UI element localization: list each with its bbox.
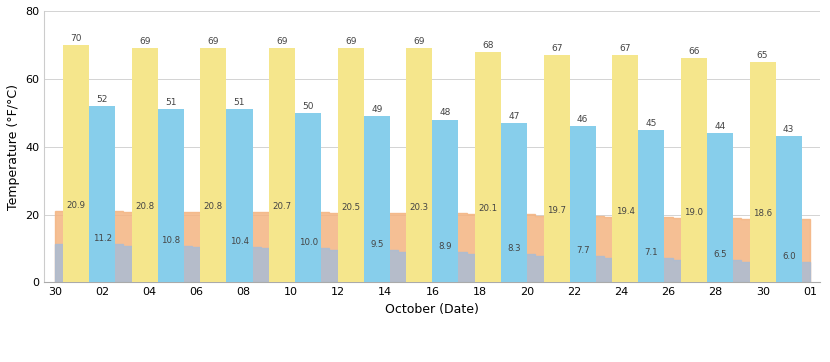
Bar [569,126,596,282]
Text: 20.8: 20.8 [204,202,223,211]
Polygon shape [55,211,810,282]
Text: 43: 43 [783,126,794,134]
Text: 20.7: 20.7 [272,202,291,211]
Text: 69: 69 [139,37,150,46]
Text: 69: 69 [345,37,356,46]
Text: 52: 52 [96,95,108,104]
Bar [132,48,158,282]
Text: 47: 47 [509,112,520,121]
Text: 18.6: 18.6 [753,209,772,218]
Y-axis label: Temperature (°F/°C): Temperature (°F/°C) [7,84,20,210]
Text: 44: 44 [715,122,725,131]
Text: 19.7: 19.7 [547,206,566,215]
Text: 19.4: 19.4 [616,207,635,215]
Text: 69: 69 [413,37,425,46]
Bar [63,45,89,282]
X-axis label: October (Date): October (Date) [385,303,480,316]
Text: 20.5: 20.5 [341,203,360,212]
Bar [544,55,569,282]
Bar [295,113,321,282]
Bar [432,119,458,282]
Text: 51: 51 [165,98,177,107]
Text: 19.0: 19.0 [685,208,704,217]
Text: 10.0: 10.0 [299,239,318,247]
Text: 70: 70 [71,34,82,43]
Text: 9.5: 9.5 [370,240,383,249]
Bar [776,136,802,282]
Bar [501,123,527,282]
Text: 51: 51 [234,98,245,107]
Bar [227,109,252,282]
Text: 66: 66 [688,47,700,56]
Text: 20.9: 20.9 [66,201,85,210]
Text: 50: 50 [302,102,314,111]
Text: 7.7: 7.7 [576,246,589,255]
Bar [158,109,184,282]
Text: 67: 67 [551,44,563,53]
Bar [364,116,390,282]
Text: 11.2: 11.2 [93,234,112,243]
Bar [707,133,733,282]
Text: 69: 69 [276,37,288,46]
Text: 69: 69 [208,37,219,46]
Text: 48: 48 [440,109,452,118]
Text: 46: 46 [577,115,588,124]
Bar [749,62,776,282]
Text: 45: 45 [646,119,657,128]
Text: 8.9: 8.9 [439,242,452,251]
Text: 10.4: 10.4 [230,237,249,246]
Text: 20.1: 20.1 [478,204,497,213]
Text: 10.8: 10.8 [161,236,180,245]
Bar [200,48,227,282]
Text: 20.8: 20.8 [135,202,154,211]
Bar [338,48,364,282]
Text: 8.3: 8.3 [507,244,521,253]
Bar [681,58,707,282]
Text: 67: 67 [619,44,631,53]
Text: 65: 65 [757,51,769,60]
Bar [89,106,115,282]
Bar [638,130,665,282]
Bar [269,48,295,282]
Text: 6.0: 6.0 [782,252,795,261]
Text: 6.5: 6.5 [713,250,727,259]
Bar [613,55,638,282]
Bar [475,52,501,282]
Text: 49: 49 [371,105,383,114]
Text: 68: 68 [482,41,494,50]
Text: 20.3: 20.3 [410,203,429,212]
Text: 7.1: 7.1 [645,248,658,257]
Bar [407,48,432,282]
Polygon shape [55,244,810,282]
